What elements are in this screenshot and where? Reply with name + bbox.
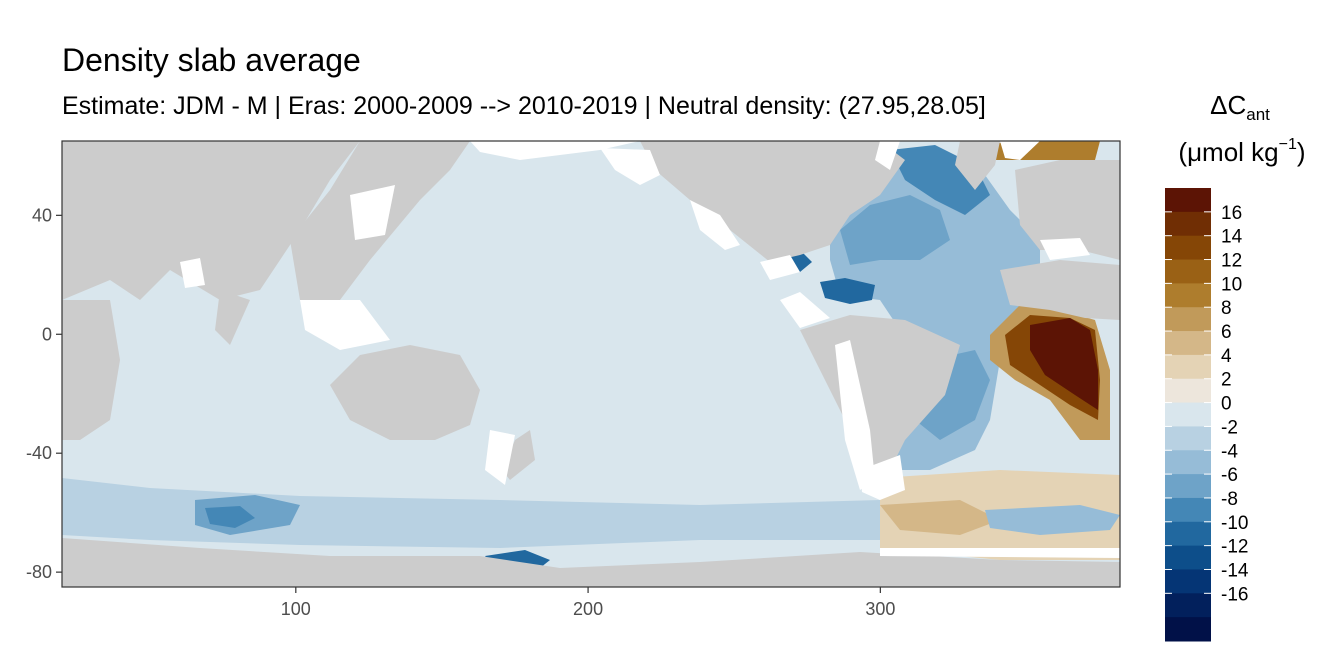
legend-title-line1: ΔCant bbox=[1210, 90, 1270, 124]
legend-bin bbox=[1165, 497, 1211, 523]
nodata-cells bbox=[180, 141, 1120, 558]
land-australia bbox=[330, 345, 480, 440]
legend-label: -2 bbox=[1221, 417, 1238, 438]
nodata-gulf-alaska bbox=[600, 148, 660, 185]
nodata-nz-plateau bbox=[485, 430, 515, 485]
panel-border bbox=[61, 140, 1121, 588]
x-axis: 100 200 300 bbox=[281, 587, 895, 619]
y-tick-label: 40 bbox=[32, 205, 52, 225]
legend-bin bbox=[1165, 307, 1211, 332]
y-axis: 40 0 -40 -80 bbox=[26, 205, 62, 582]
chart-subtitle: Estimate: JDM - M | Eras: 2000-2009 --> … bbox=[62, 92, 986, 120]
y-tick-label: -80 bbox=[26, 562, 52, 582]
land-masses bbox=[62, 141, 1120, 587]
nodata-us-coast bbox=[690, 200, 740, 250]
legend-bin bbox=[1165, 474, 1211, 499]
legend-label: -8 bbox=[1221, 489, 1238, 510]
nodata-gulf-mexico bbox=[760, 255, 800, 280]
legend-bin bbox=[1165, 521, 1211, 547]
nodata-patagonia bbox=[860, 455, 905, 500]
legend-label: 6 bbox=[1221, 322, 1232, 343]
x-tick-label: 100 bbox=[281, 599, 311, 619]
legend-label: -10 bbox=[1221, 513, 1248, 534]
nodata-nw-pacific bbox=[350, 185, 395, 240]
legend-bin bbox=[1165, 593, 1211, 618]
land-india bbox=[215, 290, 250, 345]
southern-ocean-strong-2 bbox=[205, 506, 255, 528]
gulf-guinea-core bbox=[1030, 318, 1098, 410]
legend-title-line2: (μmol kg−1) bbox=[1178, 136, 1306, 167]
x-tick-label: 300 bbox=[865, 599, 895, 619]
legend-bin bbox=[1165, 235, 1211, 261]
legend-colorbar bbox=[1165, 188, 1211, 642]
y-tick-label: -40 bbox=[26, 443, 52, 463]
legend-label: -4 bbox=[1221, 441, 1238, 462]
legend-bin bbox=[1165, 617, 1211, 642]
south-atlantic-blue-streak bbox=[985, 505, 1120, 535]
land-europe bbox=[1015, 160, 1120, 260]
nodata-maritime bbox=[300, 300, 390, 350]
legend-label: 4 bbox=[1221, 346, 1232, 367]
legend-label: -12 bbox=[1221, 537, 1248, 558]
legend-bin bbox=[1165, 569, 1211, 594]
south-atlantic-weak-positive bbox=[880, 500, 1000, 535]
x-tick-label: 200 bbox=[573, 599, 603, 619]
legend-bin bbox=[1165, 211, 1211, 237]
legend-bin bbox=[1165, 354, 1211, 380]
nodata-red-sea bbox=[180, 258, 205, 288]
legend-label: 16 bbox=[1221, 203, 1242, 224]
caribbean-anomaly-2 bbox=[820, 278, 875, 304]
legend-bin bbox=[1165, 188, 1211, 213]
land-antarctica bbox=[62, 538, 1120, 587]
atlantic-strong-anomaly bbox=[840, 195, 950, 265]
map-panel bbox=[62, 141, 1120, 587]
nodata-sa-west-coast bbox=[835, 340, 875, 490]
nodata-hudson-bay bbox=[875, 141, 900, 170]
nodata-scandinavia bbox=[1000, 141, 1040, 160]
nodata-antarctic-rim bbox=[880, 548, 1120, 558]
legend-bin bbox=[1165, 426, 1211, 451]
nodata-central-america bbox=[780, 292, 830, 328]
nodata-bering bbox=[470, 141, 640, 160]
legend-label: 12 bbox=[1221, 251, 1242, 272]
legend-label: 2 bbox=[1221, 370, 1232, 391]
y-tick-label: 0 bbox=[42, 324, 52, 344]
land-africa-south bbox=[62, 300, 120, 440]
land-africa-europe bbox=[62, 141, 360, 300]
legend-bin bbox=[1165, 545, 1211, 570]
legend-bin bbox=[1165, 450, 1211, 475]
legend-bin bbox=[1165, 378, 1211, 404]
land-africa-west bbox=[1000, 260, 1120, 320]
land-greenland bbox=[955, 141, 1000, 190]
legend-bin bbox=[1165, 331, 1211, 356]
legend-label: 14 bbox=[1221, 227, 1243, 248]
legend-label: 0 bbox=[1221, 394, 1232, 415]
land-north-america bbox=[640, 141, 905, 262]
nodata-mediterranean bbox=[1040, 238, 1090, 260]
legend-label: -6 bbox=[1221, 465, 1238, 486]
legend-bin bbox=[1165, 402, 1211, 427]
legend-label: 10 bbox=[1221, 274, 1242, 295]
legend-bin bbox=[1165, 283, 1211, 308]
legend-label: -14 bbox=[1221, 560, 1249, 581]
chart-title: Density slab average bbox=[62, 42, 361, 78]
southern-ocean-band bbox=[62, 478, 880, 548]
legend-bin bbox=[1165, 259, 1211, 284]
legend-label: 8 bbox=[1221, 298, 1232, 319]
land-new-zealand bbox=[502, 430, 535, 480]
legend-label: -16 bbox=[1221, 584, 1248, 605]
